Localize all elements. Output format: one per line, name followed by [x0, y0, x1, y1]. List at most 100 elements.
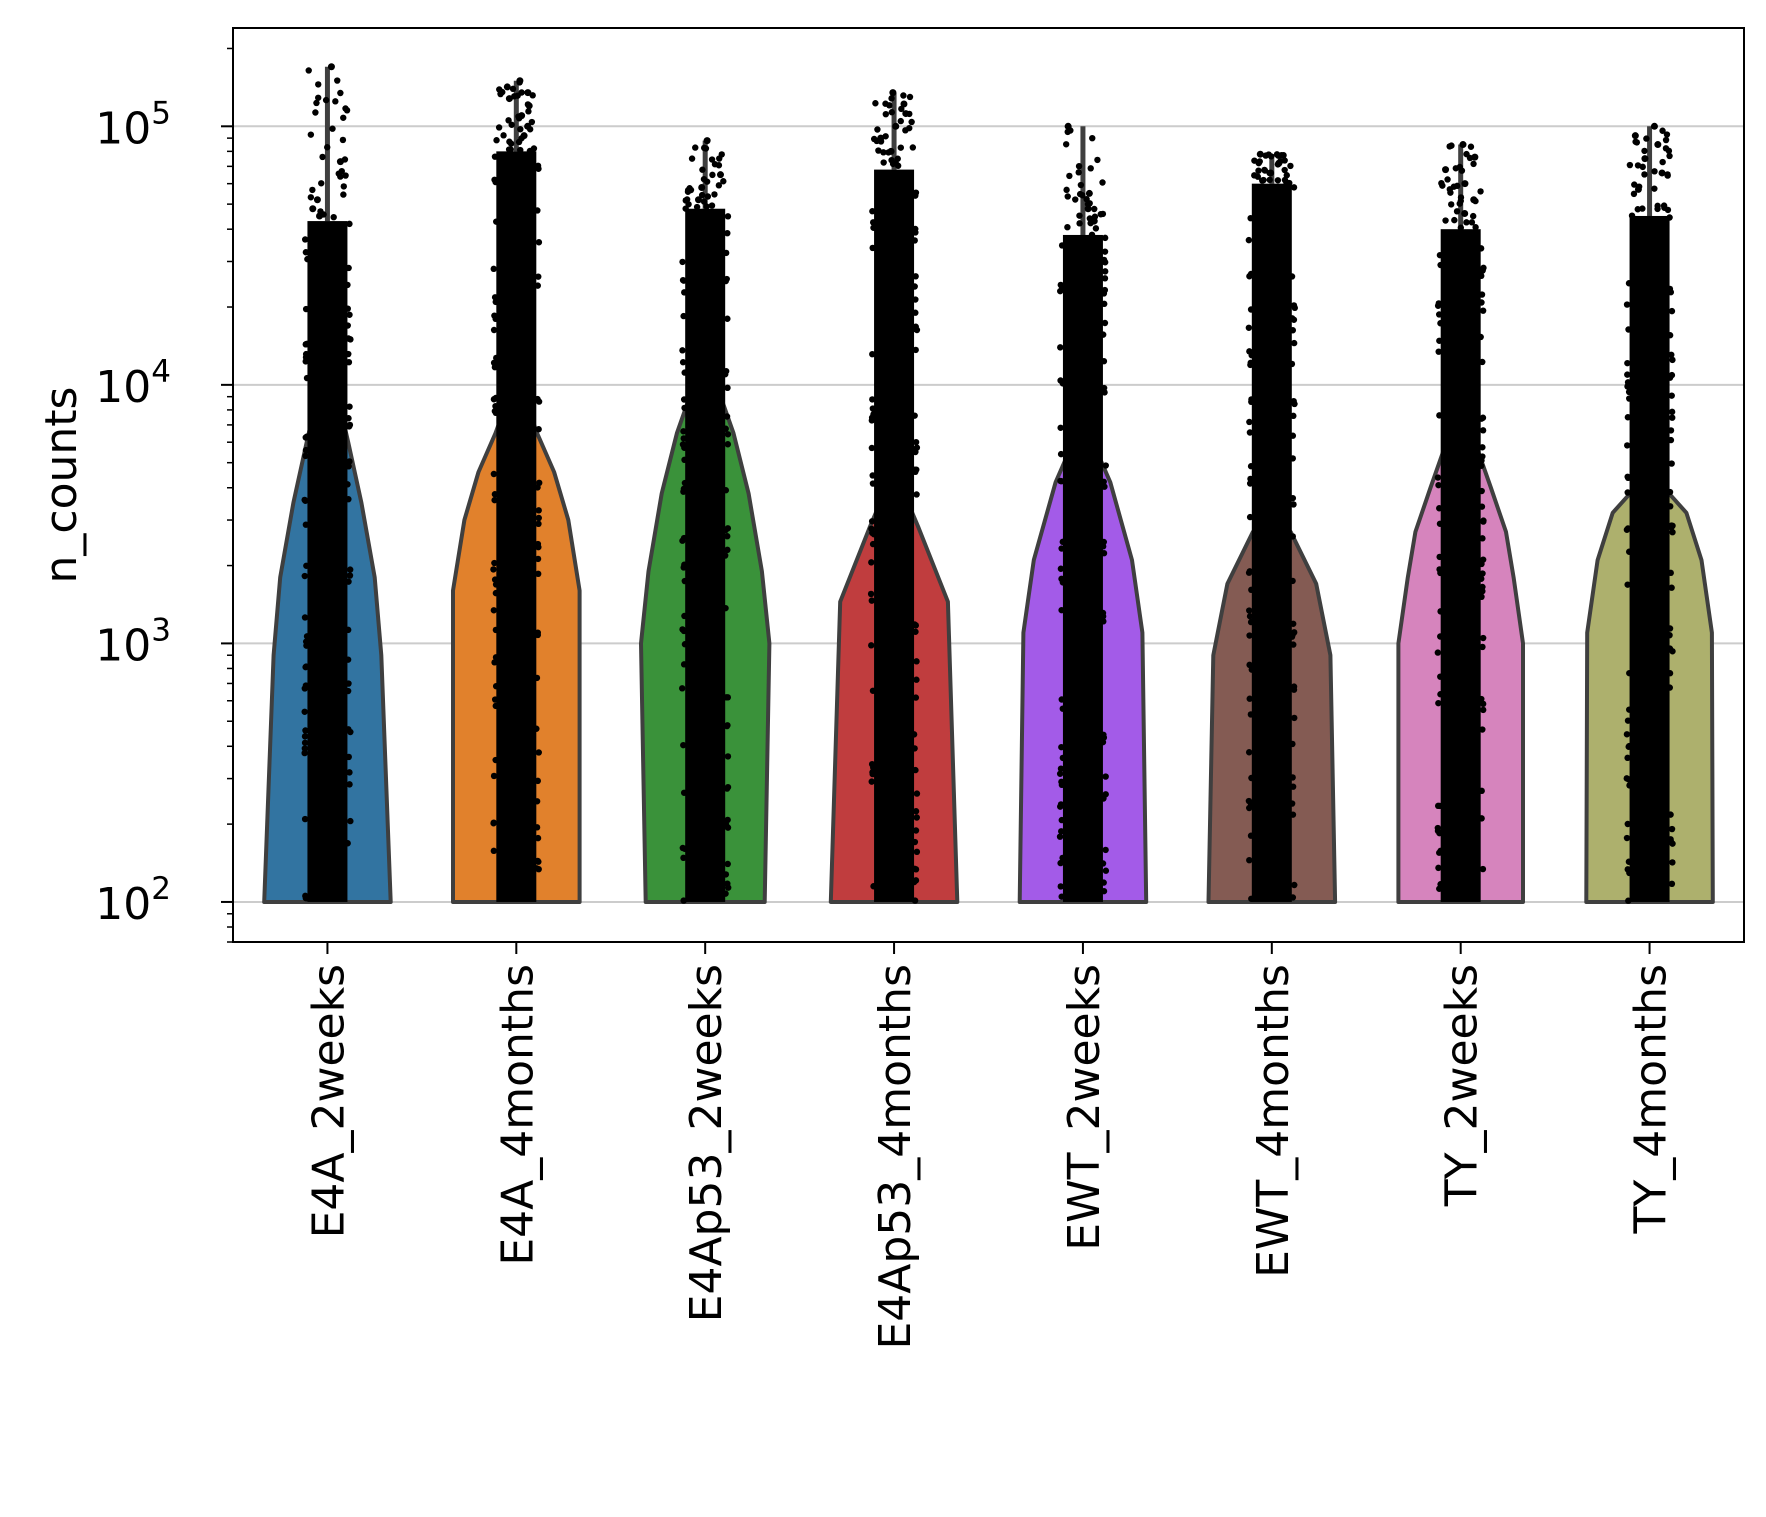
strip-point [1058, 606, 1065, 614]
outlier-point [1631, 132, 1639, 140]
strip-point [1101, 234, 1109, 242]
strip-point [1100, 618, 1107, 625]
strip-point [312, 109, 319, 116]
outlier-point [327, 63, 335, 71]
strip-point [911, 412, 918, 419]
strip-point [346, 403, 353, 410]
strip-point [303, 642, 310, 649]
strip-point-band [496, 151, 537, 902]
strip-point [347, 336, 354, 343]
strip-point [491, 696, 499, 703]
strip-point [1058, 696, 1065, 703]
strip-point [724, 213, 732, 220]
strip-point [1623, 834, 1631, 842]
strip-point [346, 769, 353, 776]
outlier-point [518, 112, 526, 120]
strip-point [1289, 327, 1297, 334]
outlier-point [1064, 122, 1072, 130]
y-tick-base: 10 [95, 103, 151, 154]
strip-point [704, 193, 712, 200]
strip-point [1064, 193, 1071, 200]
strip-point [509, 85, 517, 93]
strip-point [505, 117, 512, 124]
outlier-point [1634, 185, 1642, 193]
strip-point [1280, 152, 1287, 159]
strip-point [491, 407, 499, 415]
strip-point [870, 883, 877, 890]
strip-point [1246, 661, 1253, 669]
strip-point [1254, 173, 1262, 180]
strip-point [1290, 501, 1297, 508]
strip-point [724, 441, 732, 448]
strip-point [533, 798, 541, 805]
strip-point [1624, 473, 1631, 480]
strip-point [679, 441, 687, 448]
strip-point [1247, 214, 1254, 222]
strip-point [868, 597, 876, 604]
strip-point [724, 229, 731, 237]
outlier-point [316, 212, 324, 220]
strip-point [1100, 549, 1108, 557]
strip-point [1478, 787, 1485, 795]
strip-point [1669, 859, 1676, 866]
strip-point [711, 191, 718, 198]
strip-point [1477, 245, 1485, 252]
strip-point [912, 229, 919, 236]
strip-point [911, 865, 918, 873]
strip-point [1094, 156, 1101, 164]
strip-point [1289, 432, 1297, 439]
strip-point [1447, 189, 1454, 196]
strip-point [332, 98, 339, 105]
strip-point [490, 607, 498, 614]
strip-point [345, 726, 352, 733]
strip-point [912, 296, 919, 303]
y-tick-exponent: 2 [151, 871, 171, 907]
strip-point [1478, 462, 1485, 469]
strip-point [302, 446, 310, 454]
strip-point [722, 890, 729, 897]
strip-point [1246, 418, 1253, 426]
strip-point [1248, 586, 1255, 594]
strip-point [868, 778, 875, 785]
strip-point [685, 201, 692, 208]
strip-point [1083, 195, 1090, 203]
strip-point [345, 463, 352, 470]
strip-points [301, 63, 1676, 904]
strip-point [345, 358, 353, 366]
x-tick-label: E4A_4months [492, 964, 543, 1266]
x-tick-label: EWT_4months [1248, 964, 1299, 1278]
strip-point [1435, 481, 1442, 489]
strip-point [1668, 825, 1676, 833]
strip-point [1624, 371, 1631, 378]
strip-point [1288, 273, 1296, 280]
strip-point [724, 783, 732, 791]
strip-point [1479, 634, 1487, 642]
strip-point [1478, 575, 1485, 582]
strip-point [533, 824, 541, 831]
strip-point [1457, 194, 1465, 201]
strip-point [1246, 856, 1253, 864]
strip-point [869, 472, 876, 479]
strip-point [1289, 783, 1297, 790]
strip-point [302, 305, 310, 313]
plot-frame [232, 27, 1745, 943]
strip-point [1290, 339, 1298, 347]
strip-point [518, 89, 525, 96]
strip-point [1668, 307, 1676, 315]
outlier-point [503, 83, 511, 91]
strip-point [912, 877, 920, 884]
strip-point [913, 790, 921, 797]
strip-point [307, 131, 315, 138]
strip-point [344, 481, 351, 488]
strip-point [1102, 773, 1109, 780]
outlier-point [703, 137, 711, 145]
strip-point [345, 495, 352, 503]
strip-point [722, 552, 729, 559]
strip-point [679, 537, 686, 544]
strip-point [913, 491, 920, 498]
strip-point [1057, 450, 1065, 458]
outlier-point [1471, 153, 1479, 161]
strip-point [1651, 168, 1658, 175]
strip-point [493, 137, 500, 144]
strip-point [490, 359, 498, 367]
